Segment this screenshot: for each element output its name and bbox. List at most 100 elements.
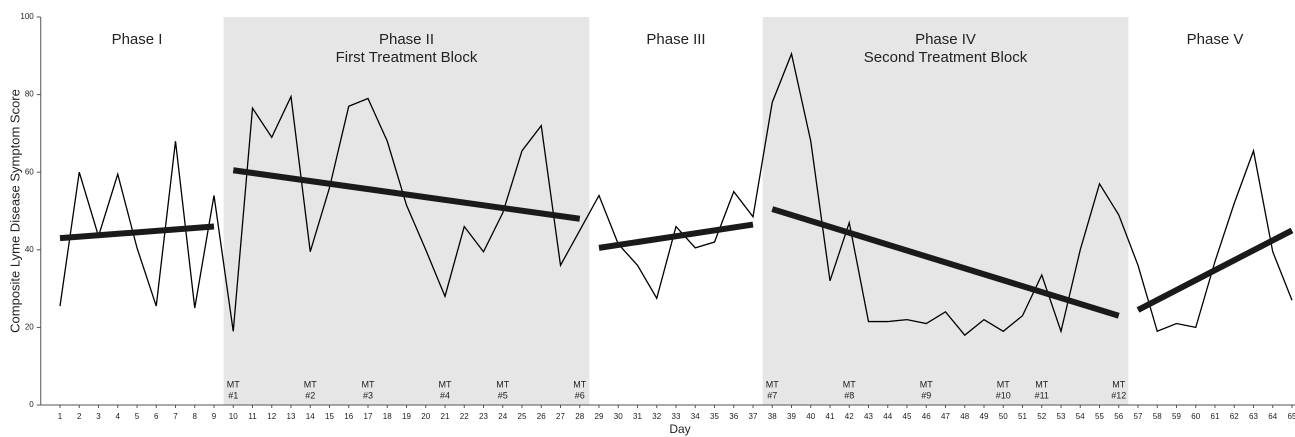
x-tick-label: 21 <box>441 412 450 421</box>
x-tick-label: 9 <box>212 412 217 421</box>
x-tick-label: 35 <box>710 412 719 421</box>
phase-label: Phase V <box>1187 31 1244 48</box>
annotation: MT <box>439 379 452 389</box>
x-tick-label: 23 <box>479 412 488 421</box>
phase-label: Phase I <box>112 31 163 48</box>
y-tick-label: 0 <box>29 400 34 409</box>
x-tick-label: 4 <box>116 412 121 421</box>
x-tick-label: 65 <box>1288 412 1295 421</box>
trend-line <box>771 206 1120 319</box>
x-tick-label: 62 <box>1230 412 1239 421</box>
x-tick-label: 11 <box>248 412 257 421</box>
annotation: #7 <box>767 390 777 400</box>
annotation: #1 <box>228 390 238 400</box>
phase-sublabel: First Treatment Block <box>336 49 478 66</box>
x-tick-label: 53 <box>1057 412 1066 421</box>
x-tick-label: 8 <box>193 412 198 421</box>
x-tick-label: 6 <box>154 412 159 421</box>
x-tick-label: 52 <box>1037 412 1046 421</box>
x-tick-label: 54 <box>1076 412 1085 421</box>
x-tick-label: 5 <box>135 412 140 421</box>
x-tick-label: 2 <box>77 412 82 421</box>
annotation: MT <box>362 379 375 389</box>
x-tick-label: 42 <box>845 412 854 421</box>
y-tick-label: 40 <box>25 245 34 254</box>
x-tick-label: 18 <box>383 412 392 421</box>
x-tick-label: 1 <box>58 412 63 421</box>
y-tick-label: 60 <box>25 167 34 176</box>
trend-line <box>59 223 215 242</box>
x-tick-label: 61 <box>1211 412 1220 421</box>
x-tick-label: 44 <box>883 412 892 421</box>
annotation: #4 <box>440 390 450 400</box>
phase-label: Phase III <box>646 31 705 48</box>
x-tick-label: 31 <box>633 412 642 421</box>
x-tick-label: 60 <box>1191 412 1200 421</box>
annotation: #12 <box>1111 390 1126 400</box>
y-tick-label: 80 <box>25 90 34 99</box>
x-tick-label: 45 <box>903 412 912 421</box>
annotation: MT <box>227 379 240 389</box>
x-tick-label: 47 <box>941 412 950 421</box>
annotation: MT <box>766 379 779 389</box>
annotation: MT <box>1035 379 1048 389</box>
y-tick-label: 20 <box>25 323 34 332</box>
trend-line <box>598 221 754 251</box>
x-tick-label: 34 <box>691 412 700 421</box>
x-tick-label: 26 <box>537 412 546 421</box>
x-tick-label: 41 <box>826 412 835 421</box>
x-tick-label: 28 <box>575 412 584 421</box>
annotation: #3 <box>363 390 373 400</box>
x-tick-label: 56 <box>1114 412 1123 421</box>
annotation: #5 <box>498 390 508 400</box>
phase-shade <box>762 17 1129 405</box>
annotation: MT <box>997 379 1010 389</box>
x-tick-label: 40 <box>806 412 815 421</box>
annotation: MT <box>843 379 856 389</box>
trend-line <box>232 167 581 222</box>
x-tick-label: 50 <box>999 412 1008 421</box>
data-line <box>59 51 1293 337</box>
x-tick-label: 17 <box>364 412 373 421</box>
x-tick-label: 30 <box>614 412 623 421</box>
x-tick-label: 59 <box>1172 412 1181 421</box>
annotation: MT <box>920 379 933 389</box>
x-tick-label: 10 <box>229 412 238 421</box>
annotation: MT <box>573 379 586 389</box>
annotation: MT <box>304 379 317 389</box>
x-tick-label: 25 <box>518 412 527 421</box>
x-tick-label: 43 <box>864 412 873 421</box>
x-tick-label: 7 <box>173 412 178 421</box>
x-tick-label: 36 <box>729 412 738 421</box>
annotation: #10 <box>996 390 1011 400</box>
x-tick-label: 64 <box>1268 412 1277 421</box>
x-tick-label: 16 <box>344 412 353 421</box>
annotation: #2 <box>305 390 315 400</box>
annotation: MT <box>496 379 509 389</box>
x-tick-label: 48 <box>960 412 969 421</box>
x-tick-label: 46 <box>922 412 931 421</box>
phase-label: Phase II <box>379 31 434 48</box>
annotation: MT <box>1112 379 1125 389</box>
x-tick-label: 32 <box>652 412 661 421</box>
x-tick-label: 19 <box>402 412 411 421</box>
x-axis-title: Day <box>669 422 690 436</box>
x-tick-label: 3 <box>96 412 101 421</box>
x-tick-label: 57 <box>1134 412 1143 421</box>
phase-label: Phase IV <box>915 31 976 48</box>
x-tick-label: 22 <box>460 412 469 421</box>
phase-sublabel: Second Treatment Block <box>864 49 1028 66</box>
annotation: #11 <box>1035 390 1049 400</box>
x-tick-label: 24 <box>498 412 507 421</box>
x-tick-label: 37 <box>749 412 758 421</box>
x-tick-label: 63 <box>1249 412 1258 421</box>
annotation: #9 <box>921 390 931 400</box>
x-tick-label: 20 <box>421 412 430 421</box>
x-tick-label: 29 <box>595 412 604 421</box>
x-tick-label: 49 <box>980 412 989 421</box>
x-tick-label: 51 <box>1018 412 1027 421</box>
y-axis-title: Composite Lyme Disease Symptom Score <box>7 89 22 333</box>
x-tick-label: 27 <box>556 412 565 421</box>
y-tick-label: 100 <box>20 12 34 21</box>
